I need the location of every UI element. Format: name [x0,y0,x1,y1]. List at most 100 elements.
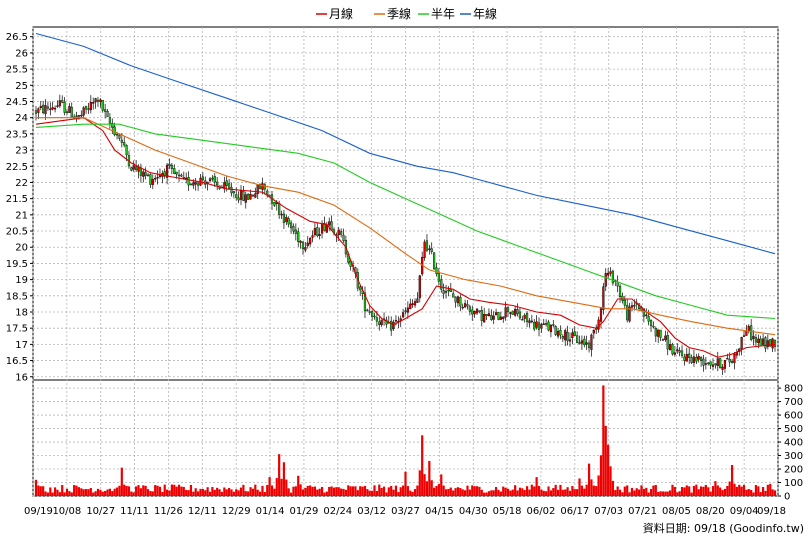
candle-body [518,311,522,319]
volume-bar [609,466,612,496]
x-tick-label: 04/30 [459,506,488,517]
volume-bar [330,486,333,496]
volume-bar [525,486,529,496]
volume-bar [144,485,147,496]
volume-bar [597,475,600,496]
candle-body [633,305,636,307]
volume-bar [616,486,619,496]
volume-bar [514,485,517,496]
volume-bar [139,488,142,496]
volume-bar [344,489,348,496]
candle-body [425,240,429,251]
volume-bar [413,489,417,496]
candle-body [49,108,52,111]
candle-body [106,110,109,118]
candle-body [542,323,545,325]
volume-bar [371,490,374,496]
x-tick-label: 06/02 [527,506,556,517]
candle-body [747,325,750,331]
candle-body [511,310,514,315]
price-tick-label: 18.5 [6,291,28,302]
volume-bar [494,486,498,496]
volume-bar [540,489,543,496]
candle-body [592,329,595,334]
moving-average-line [36,117,776,336]
candle-body [680,350,684,356]
volume-bar [678,491,681,496]
volume-bar [251,488,255,496]
candle-body [468,306,471,312]
volume-bar [683,487,686,496]
volume-bar [709,491,712,496]
volume-bar [595,486,598,496]
candle-body [566,332,569,342]
volume-bar [161,491,164,496]
volume-bar [590,479,593,496]
volume-bar [189,484,193,496]
volume-bar [218,489,221,496]
candle-body [604,273,607,287]
candle-body [96,99,100,102]
candle-body [84,105,88,110]
candle-body [235,194,238,198]
volume-bar [523,489,526,496]
volume-bar [132,492,135,496]
candle-body [466,304,469,307]
candle-body [430,248,433,252]
volume-bar [406,486,409,496]
volume-bar [94,491,97,496]
volume-bar [607,444,610,496]
candle-body [249,193,252,200]
volume-bar [421,435,424,496]
candle-body [232,191,235,194]
volume-bar [135,486,138,496]
volume-bar [630,487,634,496]
candle-body [413,301,417,306]
candle-body [490,315,493,320]
volume-bar [263,491,266,496]
volume-bar [323,492,326,496]
volume-bar [745,489,748,496]
candle-body [723,360,727,369]
volume-bar [535,477,538,496]
volume-bar [468,489,471,496]
volume-bar [697,489,700,496]
volume-bar [659,491,662,496]
volume-bar [299,484,302,496]
volume-bar [442,485,445,496]
candle-body [301,241,305,250]
price-tick-label: 26.5 [6,32,28,43]
volume-bar [409,490,412,496]
candle-body [213,176,216,183]
candle-body [309,238,312,245]
volume-bar [137,485,140,496]
volume-bar [230,489,233,496]
volume-bar [154,485,157,496]
candle-body [130,167,133,171]
volume-bar [292,486,295,496]
candle-body [571,332,574,339]
volume-bar [297,475,300,496]
volume-bar [244,491,247,496]
volume-bar [757,486,760,496]
candle-body [58,100,61,107]
legend: 月線 季線 半年 年線 [316,6,497,21]
candle-body [750,325,753,340]
volume-bar [642,488,645,496]
volume-bar [180,486,183,496]
volume-bar [502,486,505,496]
x-tick-label: 09/19 [24,506,53,517]
volume-bar [487,491,491,496]
candle-body [669,344,672,351]
volume-bar [266,484,269,496]
candle-body [187,176,190,186]
volume-bar [761,486,765,496]
volume-bar [239,487,243,496]
volume-bar [382,486,386,496]
volume-bar [99,489,102,496]
candle-body [406,307,409,313]
volume-bar [287,488,290,496]
volume-tick-label: 400 [784,438,803,449]
candle-body [666,335,669,350]
volume-bar [75,485,78,496]
